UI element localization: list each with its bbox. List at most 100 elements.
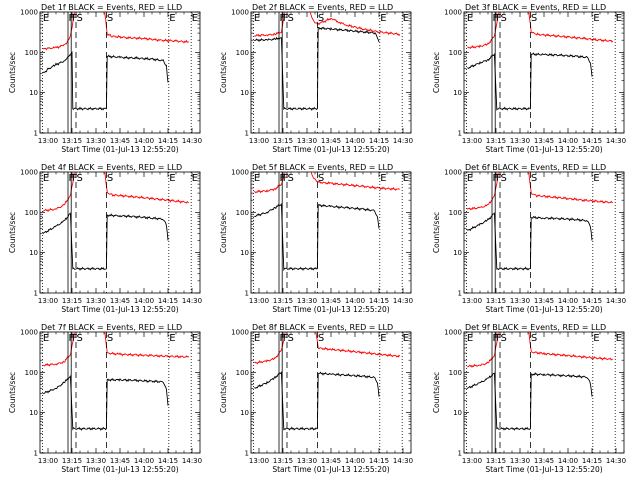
x-tick-label: 13:15 bbox=[273, 297, 293, 305]
marker-label-s: S bbox=[531, 173, 537, 184]
series-group bbox=[254, 172, 401, 272]
x-tick-label: 13:45 bbox=[534, 297, 554, 305]
x-tick-label: 13:00 bbox=[38, 137, 58, 145]
marker-label-e: E bbox=[254, 333, 260, 344]
x-tick-label: 13:00 bbox=[462, 297, 482, 305]
x-axis-label: Start Time (01-Jul-13 12:55:20) bbox=[485, 305, 602, 314]
x-tick-label: 13:00 bbox=[462, 137, 482, 145]
events-series-line bbox=[254, 202, 380, 272]
marker-label-e: E bbox=[169, 13, 175, 24]
marker-label-e: E bbox=[467, 173, 473, 184]
marker-label-e: E bbox=[403, 173, 409, 184]
marker-label-e: E bbox=[380, 13, 386, 24]
x-tick-label: 13:15 bbox=[62, 137, 82, 145]
marker-label-f: F bbox=[72, 333, 78, 344]
y-tick-label: 10 bbox=[453, 409, 462, 417]
lld-series-line bbox=[467, 332, 613, 369]
marker-label-e: E bbox=[380, 173, 386, 184]
marker-label-e: E bbox=[43, 13, 49, 24]
plot-frame bbox=[463, 331, 625, 454]
panel-det-1: Det 1f BLACK = Events, RED = LLD 1 10 100 10… bbox=[8, 3, 202, 154]
x-tick-label: 13:30 bbox=[86, 297, 106, 305]
x-tick-label: 13:15 bbox=[486, 137, 506, 145]
y-axis-label: Counts/sec bbox=[8, 52, 17, 93]
x-tick-label: 14:00 bbox=[558, 137, 578, 145]
marker-label-e: E bbox=[467, 13, 473, 24]
panel-det-3: Det 3f BLACK = Events, RED = LLD 1 10 100 10… bbox=[432, 3, 626, 154]
marker-label-s: S bbox=[318, 333, 324, 344]
events-series-line bbox=[253, 26, 380, 111]
marker-label-s: S bbox=[107, 13, 113, 24]
x-tick-label: 14:30 bbox=[182, 457, 202, 465]
marker-label-s: S bbox=[107, 173, 113, 184]
marker-label-e: E bbox=[192, 333, 198, 344]
x-tick-label: 14:15 bbox=[369, 297, 389, 305]
x-tick-label: 13:30 bbox=[297, 457, 317, 465]
lld-series-line bbox=[254, 12, 401, 38]
panel-title: Det 9f BLACK = Events, RED = LLD bbox=[465, 323, 606, 332]
x-tick-label: 13:45 bbox=[110, 457, 130, 465]
events-series-line bbox=[254, 370, 380, 431]
x-tick-label: 14:15 bbox=[158, 137, 178, 145]
x-tick-label: 13:00 bbox=[38, 457, 58, 465]
marker-label-e: E bbox=[169, 333, 175, 344]
y-tick-label: 10 bbox=[240, 89, 249, 97]
y-tick-label: 1000 bbox=[20, 329, 38, 337]
panel-title: Det 6f BLACK = Events, RED = LLD bbox=[465, 163, 606, 172]
marker-label-s: S bbox=[288, 333, 294, 344]
x-axis-label: Start Time (01-Jul-13 12:55:20) bbox=[485, 145, 602, 154]
marker-label-f: F bbox=[283, 333, 289, 344]
series-group bbox=[42, 12, 189, 111]
lld-series-line bbox=[253, 332, 401, 365]
marker-label-e: E bbox=[616, 333, 622, 344]
marker-label-e: E bbox=[467, 333, 473, 344]
marker-label-e: E bbox=[593, 173, 599, 184]
y-tick-label: 10 bbox=[29, 249, 38, 257]
panel-title: Det 2f BLACK = Events, RED = LLD bbox=[252, 3, 393, 12]
y-tick-label: 10 bbox=[29, 89, 38, 97]
x-tick-label: 14:00 bbox=[345, 137, 365, 145]
marker-label-f: F bbox=[72, 13, 78, 24]
y-axis-label: Counts/sec bbox=[8, 372, 17, 413]
x-tick-label: 14:15 bbox=[158, 297, 178, 305]
y-axis-label: Counts/sec bbox=[219, 372, 228, 413]
y-tick-label: 100 bbox=[236, 49, 249, 57]
marker-label-f: F bbox=[283, 13, 289, 24]
y-axis-label: Counts/sec bbox=[219, 52, 228, 93]
x-tick-label: 14:15 bbox=[582, 297, 602, 305]
series-group bbox=[467, 12, 614, 111]
y-tick-label: 1 bbox=[245, 130, 249, 138]
x-tick-label: 14:00 bbox=[558, 297, 578, 305]
x-tick-label: 13:30 bbox=[510, 297, 530, 305]
series-group bbox=[253, 332, 401, 431]
marker-label-f: F bbox=[496, 13, 502, 24]
events-series-line bbox=[42, 374, 169, 431]
x-tick-label: 13:45 bbox=[321, 297, 341, 305]
x-tick-label: 14:00 bbox=[558, 457, 578, 465]
panel-det-2: Det 2f BLACK = Events, RED = LLD 1 10 100 10… bbox=[219, 3, 413, 154]
lld-series-line bbox=[466, 172, 613, 211]
marker-label-e: E bbox=[254, 173, 260, 184]
x-tick-label: 14:30 bbox=[393, 297, 413, 305]
y-axis-label: Counts/sec bbox=[432, 212, 441, 253]
plot-frame bbox=[39, 331, 201, 454]
y-axis-label: Counts/sec bbox=[219, 212, 228, 253]
marker-label-e: E bbox=[43, 333, 49, 344]
y-tick-label: 1 bbox=[458, 450, 462, 458]
x-tick-label: 13:00 bbox=[249, 297, 269, 305]
x-tick-label: 13:45 bbox=[321, 137, 341, 145]
marker-label-e: E bbox=[403, 13, 409, 24]
x-tick-label: 13:15 bbox=[486, 457, 506, 465]
x-tick-label: 13:15 bbox=[62, 297, 82, 305]
marker-label-s: S bbox=[501, 173, 507, 184]
marker-label-s: S bbox=[288, 13, 294, 24]
marker-label-s: S bbox=[531, 333, 537, 344]
marker-label-e: E bbox=[616, 173, 622, 184]
events-series-line bbox=[466, 212, 593, 271]
x-tick-label: 14:15 bbox=[158, 457, 178, 465]
lld-series-line bbox=[43, 332, 190, 367]
x-tick-label: 13:45 bbox=[110, 297, 130, 305]
y-tick-label: 1000 bbox=[231, 169, 249, 177]
y-tick-label: 10 bbox=[29, 409, 38, 417]
panel-det-6: Det 6f BLACK = Events, RED = LLD 1 10 100 10… bbox=[432, 163, 626, 314]
